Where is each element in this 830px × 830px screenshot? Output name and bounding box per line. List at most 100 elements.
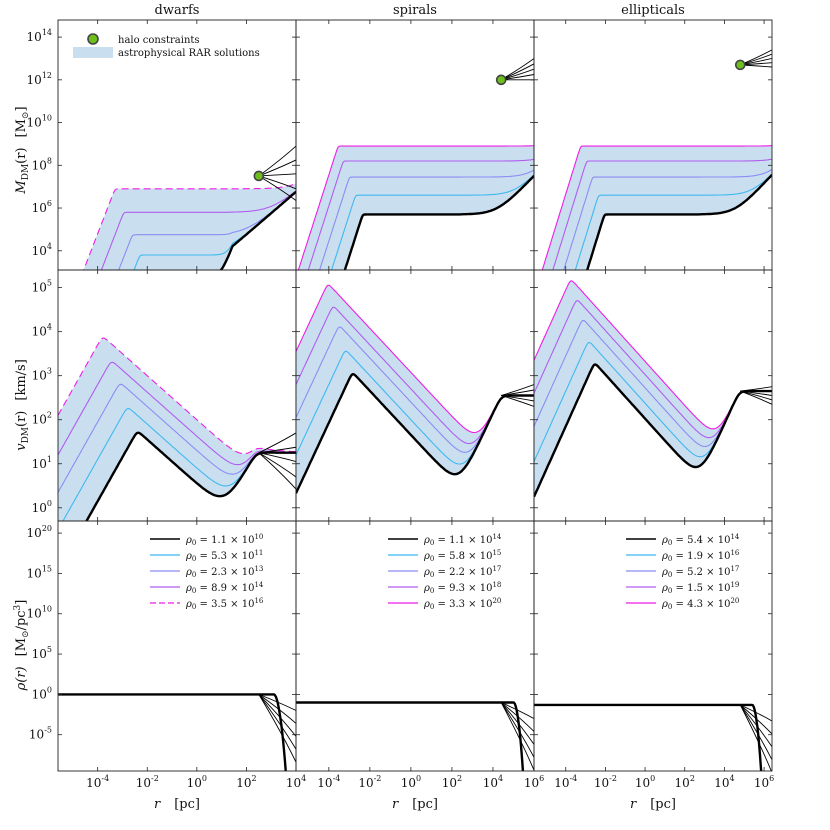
curve-rho0-5.4e14 xyxy=(585,173,772,270)
curve-rho0-5.4e14 xyxy=(534,363,772,498)
curve-rho0-5.4e14 xyxy=(534,703,763,771)
outer-branch-curve xyxy=(740,704,772,722)
x-tick-label: 100 xyxy=(401,774,421,790)
y-tick-label: 1014 xyxy=(27,28,52,44)
halo-constraint-marker xyxy=(734,59,746,71)
legend-label-rho0-3.5e16: ρ0 = 3.5 × 1016 xyxy=(185,597,264,611)
curve-rho0-8.9e14 xyxy=(58,361,296,466)
panels-layer: 1041061081010101210141001011021031041051… xyxy=(27,19,774,790)
outer-branch-curve xyxy=(501,395,534,402)
y-tick-label: 100 xyxy=(32,685,52,701)
curve-rho0-1.1e10 xyxy=(219,190,296,270)
outer-branch-curve xyxy=(258,452,296,462)
legend-label-rho0-8.9e14: ρ0 = 8.9 × 1014 xyxy=(185,581,264,595)
x-tick-label: 104 xyxy=(714,774,734,790)
svg-text:MDM(r)[M⊙]: MDM(r)[M⊙] xyxy=(14,106,31,194)
x-tick-label: 106 xyxy=(754,774,774,790)
y-tick-label: 108 xyxy=(32,156,52,172)
legend-halo-label: halo constraints xyxy=(118,35,200,46)
legend-label-rho0-2.3e13: ρ0 = 2.3 × 1013 xyxy=(185,565,263,579)
outer-branch-curve xyxy=(258,446,296,454)
outer-branch-curve xyxy=(258,432,296,454)
rar-solutions-band xyxy=(542,145,772,270)
panel-ellipticals-v_DM xyxy=(533,269,773,522)
outer-branch-curve xyxy=(258,694,296,737)
svg-text:r[pc]: r [pc] xyxy=(630,797,676,812)
curve-rho0-4.3e20 xyxy=(541,145,772,270)
outer-branch-curve xyxy=(500,702,534,719)
curve-rho0-1.1e10 xyxy=(58,693,287,771)
y-tick-label: 100 xyxy=(32,499,52,515)
outer-branch-curve xyxy=(739,704,772,735)
density-legend-ellipticals: ρ0 = 5.4 × 1014 ρ0 = 1.9 × 1016 ρ0 = 5.2 ×… xyxy=(626,533,740,611)
x-tick-label: 104 xyxy=(286,774,306,790)
curve-rho0-9.3e18 xyxy=(307,158,534,270)
panel-dwarfs-rho: 10-5 100 105 1010 1015 1020 10-4 10-2 100 102 104 ρ… xyxy=(27,520,306,790)
y-tick-label: 104 xyxy=(32,323,52,339)
y-tick-label: 103 xyxy=(32,367,52,383)
legend-band-label: astrophysical RAR solutions xyxy=(118,48,260,59)
legend-label-rho0-2.2e17: ρ0 = 2.2 × 1017 xyxy=(423,565,501,579)
outer-branch-curve xyxy=(258,452,296,478)
xlabel-ellipticals: r [pc] xyxy=(630,797,676,812)
curve-rho0-1.1e14 xyxy=(296,372,534,494)
outer-branch-curve xyxy=(258,452,296,490)
x-tick-label: 10-4 xyxy=(554,774,577,790)
y-tick-label: 105 xyxy=(32,645,52,661)
ylabel-mass: MDM(r)[M⊙] xyxy=(14,106,31,194)
svg-text:vDM(r)[km/s]: vDM(r)[km/s] xyxy=(14,359,31,451)
x-tick-label: 104 xyxy=(483,774,503,790)
x-tick-label: 106 xyxy=(524,774,544,790)
curve-rho0-2.3e13 xyxy=(118,191,296,270)
curve-rho0-1.1e14 xyxy=(296,701,525,771)
legend-label-rho0-1.1e10: ρ0 = 1.1 × 1010 xyxy=(185,533,263,547)
x-tick-label: 100 xyxy=(635,774,655,790)
legend-band-swatch xyxy=(73,47,113,58)
curve-rho0-3.5e16 xyxy=(58,337,296,455)
halo-constraint-marker xyxy=(253,170,265,182)
curve-rho0-2.2e17 xyxy=(319,169,534,270)
halo-constraint-marker xyxy=(495,74,507,86)
y-tick-label: 101 xyxy=(32,455,52,471)
panel-ellipticals-M_DM xyxy=(533,19,773,271)
curve-rho0-3.5e16 xyxy=(83,183,296,270)
panel-spirals-v_DM xyxy=(295,269,535,522)
legend-halo-marker xyxy=(87,33,99,45)
curve-rho0-5.8e15 xyxy=(330,174,534,270)
density-legend-dwarfs: ρ0 = 1.1 × 1010 ρ0 = 5.3 × 1011 ρ0 = 2.3 ×… xyxy=(150,533,264,611)
outer-branch-curve xyxy=(258,694,296,750)
outer-branch-curve xyxy=(500,702,534,745)
legend-label-rho0-3.3e20: ρ0 = 3.3 × 1020 xyxy=(423,597,501,611)
legend-label-rho0-4.3e20: ρ0 = 4.3 × 1020 xyxy=(661,597,739,611)
curve-rho0-1.5e19 xyxy=(552,158,772,270)
panel-frame xyxy=(533,520,773,772)
outer-branch-curve xyxy=(501,389,534,396)
xlabel-spirals: r [pc] xyxy=(392,797,438,812)
svg-text:ρ(r)[M⊙/pc3]: ρ(r)[M⊙/pc3] xyxy=(13,600,31,692)
y-tick-label: 1020 xyxy=(27,524,52,540)
legend-label-rho0-9.3e18: ρ0 = 9.3 × 1018 xyxy=(423,581,501,595)
outer-branch-curve xyxy=(501,384,534,396)
column-title-ellipticals: ellipticals xyxy=(621,3,685,18)
x-tick-label: 102 xyxy=(442,774,462,790)
x-tick-label: 10-2 xyxy=(594,774,617,790)
legend-label-rho0-1.1e14: ρ0 = 1.1 × 1014 xyxy=(423,533,502,547)
outer-branch-curve xyxy=(740,390,772,405)
y-tick-label: 102 xyxy=(32,411,52,427)
x-tick-label: 10-4 xyxy=(86,774,109,790)
ylabel-density: ρ(r)[M⊙/pc3] xyxy=(13,600,31,692)
legend-label-rho0-5.8e15: ρ0 = 5.8 × 1015 xyxy=(423,549,501,563)
outer-branch-curve xyxy=(739,704,772,748)
y-tick-label: 104 xyxy=(32,242,52,258)
top-legend: halo constraints astrophysical RAR solut… xyxy=(73,33,260,59)
outer-branch-curve xyxy=(258,145,296,177)
column-title-spirals: spirals xyxy=(393,3,437,18)
ylabel-velocity: vDM(r)[km/s] xyxy=(14,359,31,451)
y-tick-label: 1015 xyxy=(27,564,52,580)
xlabel-dwarfs: r [pc] xyxy=(154,797,200,812)
outer-branch-curve xyxy=(739,704,772,771)
panel-dwarfs-v_DM: 100 101 102 103 104 105 xyxy=(32,269,297,522)
